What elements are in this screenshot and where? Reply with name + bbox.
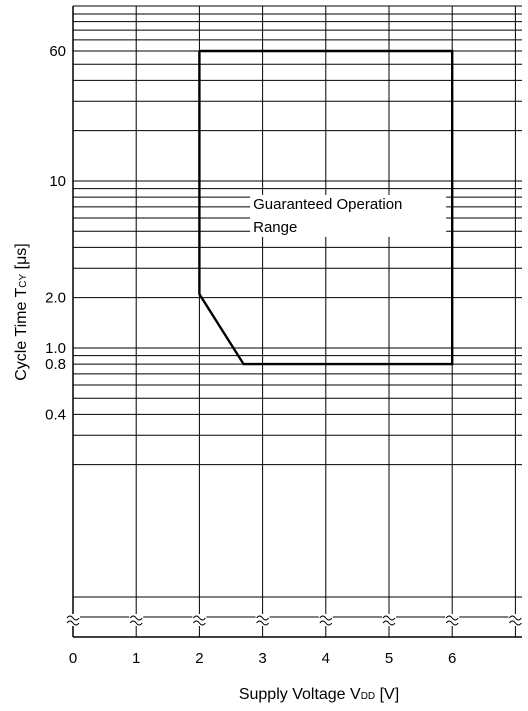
break-gap bbox=[192, 614, 207, 626]
y-tick-label: 0.8 bbox=[45, 356, 66, 373]
break-gap bbox=[318, 614, 333, 626]
y-axis-title: Cycle Time TCY [μs] bbox=[13, 243, 30, 381]
annotation-bg bbox=[250, 194, 447, 237]
break-mark bbox=[193, 620, 206, 626]
y-tick-label: 0.4 bbox=[45, 406, 66, 423]
break-mark bbox=[509, 615, 522, 621]
x-tick-label: 0 bbox=[69, 650, 77, 667]
x-tick-label: 1 bbox=[132, 650, 140, 667]
break-gap bbox=[445, 614, 460, 626]
break-gap bbox=[66, 614, 80, 626]
grid bbox=[72, 5, 522, 637]
break-mark bbox=[319, 620, 333, 626]
break-mark bbox=[66, 615, 80, 621]
break-mark bbox=[129, 620, 143, 626]
x-tick-label: 2 bbox=[195, 650, 203, 667]
axis-break bbox=[66, 614, 523, 626]
x-tick-label: 4 bbox=[322, 650, 330, 667]
y-tick-label: 60 bbox=[49, 43, 66, 60]
break-gap bbox=[129, 614, 144, 626]
annotation-layer: Guaranteed Operation Range bbox=[250, 194, 447, 237]
series-layer bbox=[198, 49, 454, 366]
plot-frame bbox=[72, 6, 522, 638]
break-mark bbox=[256, 615, 269, 621]
break-mark bbox=[256, 620, 269, 626]
y-tick-label: 1.0 bbox=[45, 340, 66, 357]
x-axis-title: Supply Voltage VDD [V] bbox=[239, 686, 399, 703]
tick-labels: 0 1 2 3 4 5 6 60 10 2.0 1.00.8 0.4 bbox=[45, 43, 456, 667]
break-mark bbox=[509, 620, 522, 626]
break-mark bbox=[445, 615, 459, 621]
break-mark bbox=[319, 615, 333, 621]
break-mark bbox=[66, 620, 80, 626]
break-mark bbox=[129, 615, 143, 621]
annotation-label: Guaranteed Operation bbox=[253, 196, 402, 213]
x-tick-label: 6 bbox=[448, 650, 456, 667]
break-mark bbox=[382, 620, 396, 626]
x-tick-label: 3 bbox=[258, 650, 266, 667]
break-mark bbox=[445, 620, 459, 626]
y-tick-label: 10 bbox=[49, 173, 66, 190]
break-mark bbox=[382, 615, 396, 621]
break-gap bbox=[255, 614, 270, 626]
break-gap bbox=[382, 614, 396, 626]
series-line bbox=[198, 49, 454, 366]
y-tick-label: 2.0 bbox=[45, 290, 66, 307]
x-tick-label: 5 bbox=[385, 650, 393, 667]
break-gap bbox=[508, 614, 523, 626]
annotation-label: Range bbox=[253, 219, 297, 236]
break-mark bbox=[193, 615, 206, 621]
